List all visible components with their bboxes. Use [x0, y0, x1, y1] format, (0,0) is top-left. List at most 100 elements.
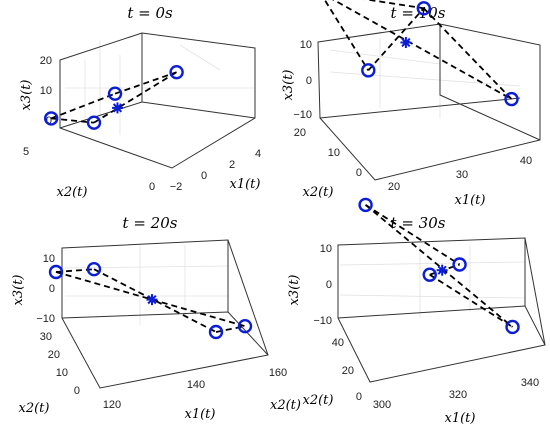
z-tick-label: 0: [49, 283, 55, 295]
z-tick-label: −10: [36, 313, 55, 325]
z-tick-label: 0: [306, 75, 312, 87]
y-tick-label: 0: [356, 391, 362, 403]
y-axis-label: x2(t): [303, 393, 334, 408]
z-tick-label: 10: [40, 85, 52, 97]
y-axis-label: x2(t): [303, 185, 334, 200]
agent-marker: [416, 1, 431, 16]
axes-box: [337, 237, 546, 383]
y-ticks: 20 10 0: [294, 127, 362, 179]
y-tick-label: 20: [294, 127, 306, 139]
agent-marker: [48, 264, 64, 280]
y-ticks: 30 20 10 0: [40, 331, 80, 397]
panel-title: t = 20s: [123, 214, 178, 232]
communication-edge: [323, 0, 370, 71]
x-axis-label: x1(t): [185, 407, 216, 422]
y-axis-label: x2(t): [57, 185, 88, 200]
axes-box: [317, 23, 541, 181]
x-ticks: 300 320 340: [373, 377, 539, 411]
agent-marker: [86, 262, 102, 277]
x-axis-label: x1(t): [230, 177, 261, 192]
centroid-star-marker: [400, 37, 412, 48]
x-ticks: −2 0 2 4: [170, 148, 261, 193]
z-ticks: 20 10 0: [40, 55, 52, 127]
z-ticks: 10 0 −10: [36, 253, 55, 325]
agent-marker: [505, 319, 520, 335]
x-tick-label: 2: [229, 159, 235, 171]
z-tick-label: −10: [293, 109, 312, 121]
communication-edge: [365, 204, 461, 266]
y-tick-label: 30: [40, 331, 52, 343]
x-ticks: 20 30 40: [388, 155, 532, 193]
x-tick-label: 340: [521, 377, 539, 389]
y-tick-label: 20: [48, 349, 60, 361]
y-tick-label: 0: [149, 181, 155, 193]
z-tick-label: 10: [300, 39, 312, 51]
data-marks: [323, 0, 519, 107]
panel-t20: t = 20s 10 0 −10 30 20 10 0 120 140 160 …: [11, 214, 301, 422]
y-tick-label: 40: [332, 337, 344, 349]
x-tick-label: 20: [388, 181, 400, 193]
centroid-star-marker: [112, 102, 123, 114]
z-tick-label: −10: [313, 315, 332, 327]
communication-edge: [55, 271, 246, 328]
panel-title: t = 30s: [391, 214, 446, 232]
z-tick-label: 10: [320, 243, 332, 255]
centroid-star-marker: [146, 294, 158, 306]
agent-marker: [452, 257, 467, 272]
communication-edge: [93, 71, 178, 124]
communication-edge: [423, 7, 513, 100]
panel-t0: t = 0s 20 10 0 5 0 −2 0 2 4 x3(t) x2(t): [19, 4, 261, 200]
y-axis-label-secondary: x2(t): [270, 398, 301, 413]
x-tick-label: 0: [201, 170, 207, 182]
panel-t30: t = 30s 10 0 −10 40 20 0 300 320 340 x3(…: [287, 197, 546, 426]
communication-edge: [429, 273, 514, 328]
y-tick-label: 20: [342, 365, 354, 377]
y-tick-label: 0: [74, 385, 80, 397]
axes-box: [61, 239, 269, 389]
communication-edge: [50, 92, 116, 120]
panel-title: t = 0s: [127, 4, 173, 22]
y-tick-label: 10: [56, 367, 68, 379]
communication-edge: [114, 71, 177, 95]
axes-box: [59, 32, 256, 169]
x-tick-label: 120: [103, 399, 121, 411]
agent-marker: [422, 267, 437, 282]
x-tick-label: 140: [187, 379, 205, 391]
panel-t10: t = 10s 10 0 −10 20 10 0 20 30 40 x3(t) …: [281, 0, 541, 208]
z-axis-label: x3(t): [287, 275, 302, 306]
z-axis-label: x3(t): [11, 275, 26, 306]
z-tick-label: 10: [43, 253, 55, 265]
y-ticks: 40 20 0: [332, 337, 362, 403]
centroid-star-marker: [436, 264, 448, 276]
data-marks: [44, 64, 184, 130]
agent-marker: [208, 324, 224, 340]
z-axis-label: x3(t): [19, 80, 34, 111]
agent-marker: [237, 319, 253, 334]
x-tick-label: 4: [255, 148, 261, 160]
z-tick-label: 0: [46, 115, 52, 127]
agent-marker: [107, 86, 123, 101]
agent-marker: [358, 197, 373, 213]
y-tick-label: 0: [356, 167, 362, 179]
agent-marker: [169, 64, 184, 80]
communication-edge: [364, 0, 424, 10]
x-tick-label: 40: [520, 155, 532, 167]
x-ticks: 120 140 160: [103, 367, 287, 411]
communication-edge: [93, 268, 217, 333]
z-axis-label: x3(t): [281, 70, 296, 101]
communication-edge: [367, 7, 425, 71]
x-axis-label: x1(t): [445, 411, 476, 426]
y-tick-label: 10: [328, 147, 340, 159]
y-tick-label: 5: [23, 146, 29, 158]
z-tick-label: 20: [40, 55, 52, 67]
z-ticks: 10 0 −10: [313, 243, 332, 327]
x-tick-label: 160: [269, 367, 287, 379]
agent-marker: [86, 115, 102, 130]
communication-edge: [332, 0, 512, 100]
y-ticks: 5 0: [23, 146, 155, 193]
x-axis-label: x1(t): [455, 193, 486, 208]
data-marks: [358, 197, 520, 335]
z-ticks: 10 0 −10: [293, 39, 312, 121]
agent-marker: [504, 91, 519, 107]
